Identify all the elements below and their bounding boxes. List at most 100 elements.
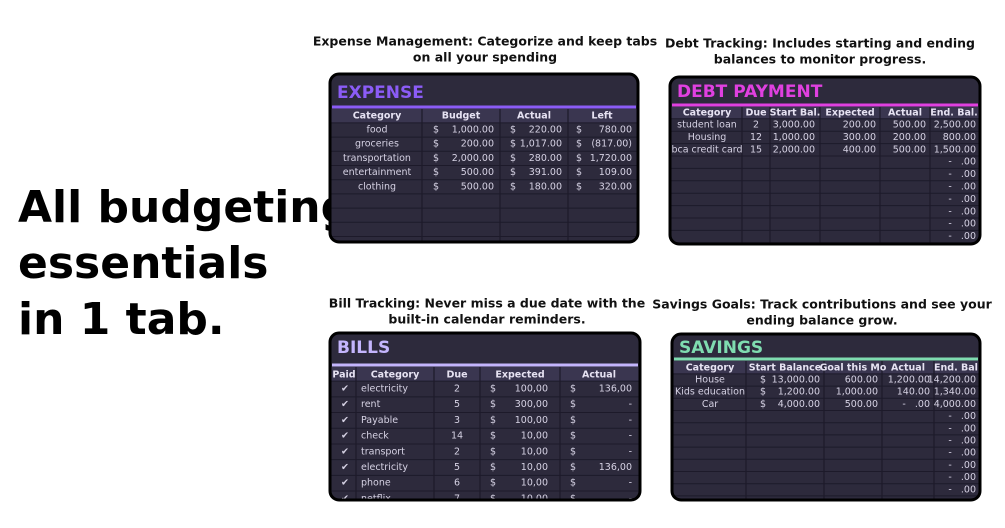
- cell: Payable: [361, 415, 398, 426]
- cell: 200.00: [893, 132, 926, 143]
- cell: 320.00: [599, 181, 632, 192]
- cell: 14: [451, 431, 463, 442]
- cell: 1,000.00: [836, 387, 878, 398]
- paid-check: ✔: [341, 462, 349, 473]
- cell: 1,200.00: [778, 387, 820, 398]
- currency: $: [433, 153, 439, 164]
- caption: built-in calendar reminders.: [388, 312, 585, 327]
- cell: (817.00): [591, 139, 632, 150]
- column-header: Expected: [825, 108, 874, 119]
- cell: 2,500.00: [934, 120, 976, 131]
- empty-balance: - .00: [948, 157, 976, 168]
- currency: $: [433, 125, 439, 136]
- title-rule: [674, 357, 978, 361]
- cell: 136,00: [599, 462, 632, 473]
- cell: electricity: [361, 462, 408, 473]
- cell: 140.00: [897, 387, 930, 398]
- cell: 13,000.00: [772, 375, 820, 386]
- panel-bg: [330, 74, 638, 242]
- currency: $: [510, 167, 516, 178]
- column-header: Category: [353, 111, 402, 122]
- cell: 500.00: [845, 399, 878, 410]
- currency: $: [490, 415, 496, 426]
- column-header: Goal this Mo: [820, 363, 887, 374]
- currency: $: [570, 384, 576, 395]
- title-rule: [332, 363, 638, 367]
- cell: electricity: [361, 384, 408, 395]
- caption: Savings Goals: Track contributions and s…: [652, 297, 992, 312]
- panel-border: [668, 75, 982, 246]
- cell: 1,340.00: [934, 387, 976, 398]
- currency: $: [576, 125, 582, 136]
- cell: 1,000.00: [452, 125, 494, 136]
- caption: ending balance grow.: [746, 313, 897, 328]
- bills-panel: BILLS Paid Category Due Expected Actual ✔ elect…: [330, 333, 640, 504]
- cell: 280.00: [529, 153, 562, 164]
- title-rule: [672, 103, 978, 107]
- currency: $: [570, 415, 576, 426]
- cell: 6: [454, 478, 460, 489]
- empty-balance: - .00: [948, 231, 976, 242]
- cell: 200.00: [843, 120, 876, 131]
- currency: $: [510, 181, 516, 192]
- cell: 220.00: [529, 125, 562, 136]
- cell: entertainment: [343, 167, 412, 178]
- cell: 2,000.00: [452, 153, 494, 164]
- currency: $: [570, 431, 576, 442]
- currency: $: [570, 446, 576, 457]
- cell: 800.00: [943, 132, 976, 143]
- panel-title: BILLS: [337, 338, 390, 358]
- empty-balance: - .00: [948, 423, 976, 434]
- cell: -: [629, 399, 632, 410]
- panel-bg: [670, 77, 980, 244]
- cell: 136,00: [599, 384, 632, 395]
- cell: 14,200.00: [928, 375, 976, 386]
- currency: $: [490, 493, 496, 504]
- paid-check: ✔: [341, 384, 349, 395]
- cell: Housing: [688, 132, 727, 143]
- cell: House: [695, 375, 725, 386]
- currency: $: [760, 399, 766, 410]
- header-bg: [672, 361, 980, 374]
- cell: -: [629, 446, 632, 457]
- column-header: Start Bal.: [770, 108, 821, 119]
- panel-bg: [330, 333, 640, 500]
- paid-check: ✔: [341, 446, 349, 457]
- headline-line: All budgeting: [18, 182, 352, 233]
- empty-balance: - .00: [948, 206, 976, 217]
- cell: 400.00: [843, 144, 876, 155]
- column-header: Actual: [517, 111, 551, 122]
- cell: -: [629, 493, 632, 504]
- cell: Car: [702, 399, 718, 410]
- column-header: End. Bal: [934, 363, 978, 374]
- cell: 180.00: [529, 181, 562, 192]
- cell: 500.00: [893, 144, 926, 155]
- header-bg: [670, 107, 980, 119]
- paid-check: ✔: [341, 478, 349, 489]
- column-header: Category: [371, 370, 420, 381]
- panel-title: SAVINGS: [679, 338, 763, 358]
- cell: clothing: [358, 181, 396, 192]
- column-header: Actual: [582, 370, 616, 381]
- currency: $: [510, 153, 516, 164]
- panel-border: [328, 331, 642, 502]
- currency: $: [490, 478, 496, 489]
- currency: $: [760, 387, 766, 398]
- empty-balance: - .00: [948, 484, 976, 495]
- cell: 10,00: [521, 478, 548, 489]
- empty-balance: - .00: [948, 411, 976, 422]
- panel-border: [328, 72, 640, 244]
- empty-balance: - .00: [948, 219, 976, 230]
- caption: Debt Tracking: Includes starting and end…: [665, 36, 975, 51]
- panel-title: EXPENSE: [337, 83, 424, 103]
- column-header: Category: [686, 363, 735, 374]
- currency: $: [570, 493, 576, 504]
- currency: $: [760, 375, 766, 386]
- cell: student loan: [677, 120, 737, 131]
- cell: 300.00: [843, 132, 876, 143]
- empty-balance: - .00: [948, 472, 976, 483]
- currency: $: [570, 399, 576, 410]
- currency: $: [570, 478, 576, 489]
- cell: 2: [753, 120, 759, 131]
